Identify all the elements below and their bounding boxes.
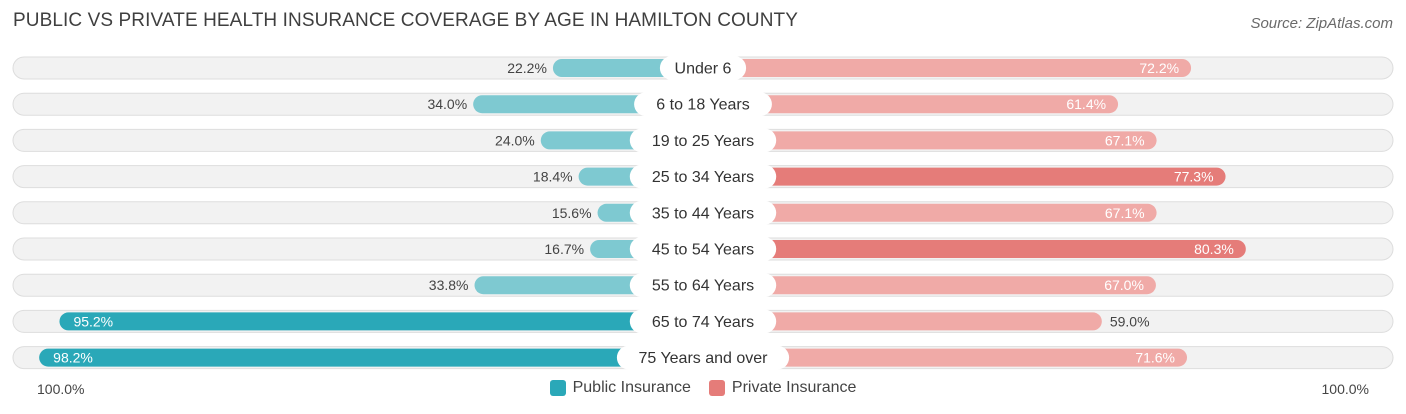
- category-pill-55-to-64-years: [629, 273, 777, 298]
- public-value-label: 95.2%: [73, 313, 113, 329]
- axis-left-label: 100.0%: [37, 381, 85, 397]
- private-bar-45-to-54-years: [703, 240, 1246, 258]
- public-bar-75-years-and-over: [39, 348, 704, 367]
- category-pill-19-to-25-years: [629, 128, 777, 153]
- category-label: 55 to 64 Years: [652, 278, 754, 295]
- category-pill-45-to-54-years: [629, 237, 777, 261]
- category-label: 65 to 74 Years: [652, 314, 754, 331]
- private-value-label: 67.0%: [1104, 277, 1144, 293]
- private-bar-55-to-64-years: [703, 276, 1156, 295]
- private-value-label: 67.1%: [1105, 132, 1145, 148]
- private-value-label: 77.3%: [1174, 169, 1214, 185]
- category-label: Under 6: [675, 61, 732, 78]
- category-pill-25-to-34-years: [629, 164, 777, 189]
- category-label: 75 Years and over: [639, 350, 769, 367]
- public-value-label: 18.4%: [533, 169, 573, 185]
- source-label: Source: ZipAtlas.com: [1250, 15, 1393, 32]
- public-value-label: 34.0%: [427, 96, 467, 112]
- chart-title: PUBLIC VS PRIVATE HEALTH INSURANCE COVER…: [13, 10, 799, 31]
- category-label: 45 to 54 Years: [652, 242, 754, 259]
- category-label: 19 to 25 Years: [652, 133, 754, 150]
- public-value-label: 98.2%: [53, 350, 93, 366]
- private-value-label: 80.3%: [1194, 241, 1234, 257]
- public-value-label: 24.0%: [495, 132, 535, 148]
- private-value-label: 59.0%: [1110, 313, 1150, 329]
- legend-item-private[interactable]: Private Insurance: [708, 379, 857, 397]
- legend-label-public: Public Insurance: [572, 379, 691, 396]
- private-value-label: 67.1%: [1105, 205, 1145, 221]
- axis-right-label: 100.0%: [1321, 381, 1369, 397]
- public-value-label: 16.7%: [544, 241, 584, 257]
- category-pill-under-6: [659, 56, 747, 80]
- category-pill-6-to-18-years: [634, 92, 772, 117]
- public-value-label: 22.2%: [507, 60, 547, 76]
- private-bar-75-years-and-over: [703, 348, 1188, 367]
- legend-swatch-public: [549, 380, 566, 396]
- category-label: 25 to 34 Years: [652, 169, 754, 186]
- category-pill-65-to-74-years: [629, 309, 777, 334]
- private-bar-6-to-18-years: [703, 95, 1119, 114]
- legend: Public Insurance Private Insurance: [0, 379, 1406, 397]
- private-bar-25-to-34-years: [703, 167, 1226, 186]
- category-label: 35 to 44 Years: [652, 205, 754, 222]
- public-bar-65-to-74-years: [59, 312, 703, 331]
- legend-item-public[interactable]: Public Insurance: [549, 379, 691, 397]
- legend-swatch-private: [708, 380, 725, 396]
- private-value-label: 72.2%: [1139, 60, 1179, 76]
- private-bar-65-to-74-years: [703, 312, 1102, 331]
- category-label: 6 to 18 Years: [656, 97, 749, 114]
- private-value-label: 71.6%: [1135, 350, 1175, 366]
- category-pill-75-years-and-over: [616, 345, 790, 370]
- public-value-label: 33.8%: [429, 277, 469, 293]
- private-bar-19-to-25-years: [703, 131, 1157, 150]
- category-pill-35-to-44-years: [629, 200, 777, 225]
- public-value-label: 15.6%: [552, 205, 592, 221]
- private-bar-under-6: [703, 59, 1192, 77]
- private-bar-35-to-44-years: [703, 203, 1157, 222]
- private-value-label: 61.4%: [1066, 96, 1106, 112]
- legend-label-private: Private Insurance: [731, 379, 857, 396]
